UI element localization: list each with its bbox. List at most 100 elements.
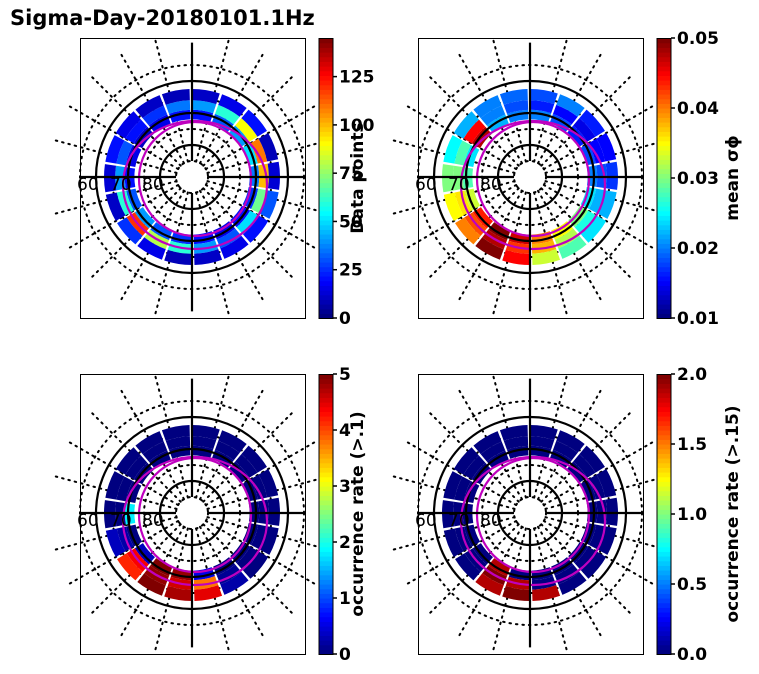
colorbar: 0 1 2 3 4 5 occurrence rate (>.1) — [318, 365, 368, 665]
colorbar-segment — [657, 80, 671, 86]
data-bin — [192, 436, 217, 450]
colorbar-segment — [319, 80, 333, 86]
colorbar-segment — [657, 537, 671, 543]
colorbar-segment — [657, 388, 671, 394]
lat-label-80: 80 — [142, 175, 164, 195]
colorbar-segment — [657, 542, 671, 548]
data-bin — [193, 576, 219, 590]
data-bin — [573, 118, 596, 142]
colorbar-label: occurrence rate (>.15) — [723, 405, 743, 622]
data-bin — [453, 447, 480, 475]
data-bin — [142, 105, 168, 126]
colorbar-segment — [657, 201, 671, 207]
colorbar-segment — [319, 388, 333, 394]
colorbar-segment — [657, 430, 671, 436]
colorbar-segment — [319, 234, 333, 240]
data-bin — [104, 164, 117, 193]
colorbar-segment — [319, 238, 333, 244]
lat-label-80: 80 — [480, 511, 502, 531]
colorbar-segment — [319, 560, 333, 566]
colorbar-tick-label: 1.0 — [677, 505, 707, 525]
colorbar-segment — [657, 579, 671, 585]
colorbar-segment — [319, 570, 333, 576]
colorbar-segment — [657, 514, 671, 520]
colorbar-segment — [657, 439, 671, 445]
colorbar-segment — [319, 308, 333, 314]
data-bin — [242, 215, 269, 243]
colorbar-segment — [657, 560, 671, 566]
colorbar-segment — [319, 70, 333, 76]
colorbar-segment — [319, 299, 333, 305]
colorbar-segment — [657, 523, 671, 529]
colorbar-segment — [319, 612, 333, 618]
data-bin — [104, 500, 117, 529]
colorbar-segment — [657, 509, 671, 515]
colorbar-tick-label: 0 — [339, 645, 351, 665]
colorbar-segment — [319, 154, 333, 160]
dotted-grid — [51, 372, 333, 654]
data-bin — [251, 524, 268, 550]
colorbar-segment — [657, 448, 671, 454]
colorbar-segment — [657, 159, 671, 165]
data-bin — [580, 551, 607, 579]
lat-label-70: 70 — [448, 175, 470, 195]
data-bin — [218, 94, 247, 117]
data-bin — [558, 571, 587, 595]
colorbar-segment — [657, 416, 671, 422]
colorbar-segment — [657, 131, 671, 137]
colorbar-segment — [657, 257, 671, 263]
colorbar-tick-label: 3 — [339, 477, 351, 497]
data-bin — [480, 441, 506, 462]
colorbar-segment — [657, 528, 671, 534]
data-bin — [573, 454, 596, 478]
data-bin — [453, 111, 480, 139]
colorbar-segment — [657, 66, 671, 72]
colorbar-segment — [657, 402, 671, 408]
lat-label-70: 70 — [110, 511, 132, 531]
data-bin — [267, 497, 280, 526]
colorbar-segment — [657, 56, 671, 62]
colorbar-segment — [657, 602, 671, 608]
colorbar-segment — [657, 285, 671, 291]
data-bin — [115, 447, 142, 475]
data-bin — [574, 210, 597, 235]
data-bin — [588, 138, 606, 164]
data-bin — [442, 500, 455, 529]
data-bin — [556, 94, 585, 117]
data-bin — [241, 445, 267, 473]
lat-label-80: 80 — [480, 175, 502, 195]
colorbar-segment — [657, 280, 671, 286]
colorbar-segment — [657, 112, 671, 118]
colorbar-segment — [319, 392, 333, 398]
colorbar-segment — [319, 467, 333, 473]
colorbar-segment — [319, 593, 333, 599]
colorbar-segment — [319, 649, 333, 655]
colorbar-segment — [657, 486, 671, 492]
data-bin — [463, 119, 486, 144]
data-bin — [220, 235, 249, 259]
colorbar-segment — [657, 626, 671, 632]
colorbar-tick-label: 4 — [339, 421, 351, 441]
colorbar-segment — [657, 621, 671, 627]
data-bin — [235, 118, 258, 142]
data-bin — [502, 249, 530, 265]
colorbar-segment — [319, 271, 333, 277]
colorbar-segment — [657, 178, 671, 184]
colorbar-segment — [657, 248, 671, 254]
data-bin — [267, 161, 280, 190]
data-bin — [193, 240, 219, 254]
colorbar-segment — [657, 42, 671, 48]
data-bin — [161, 425, 190, 441]
data-bin — [475, 573, 504, 596]
data-bins — [104, 425, 280, 601]
colorbar-segment — [657, 173, 671, 179]
data-bin — [454, 476, 471, 502]
colorbar-segment — [657, 252, 671, 258]
lat-label-60: 60 — [415, 175, 437, 195]
data-bin — [531, 576, 557, 590]
colorbar-tick-label: 0 — [339, 309, 351, 329]
data-bin — [531, 240, 557, 254]
data-bin — [443, 135, 463, 164]
colorbar-segment — [657, 308, 671, 314]
colorbar-segment — [319, 136, 333, 142]
